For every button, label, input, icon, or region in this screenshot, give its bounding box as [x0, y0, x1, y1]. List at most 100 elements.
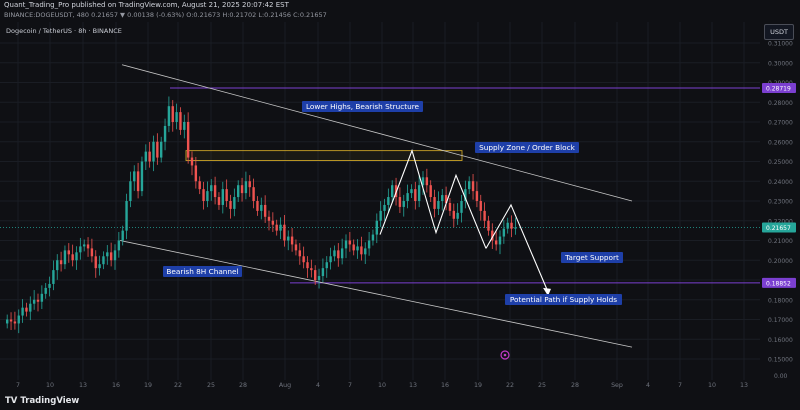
candle-body [421, 177, 425, 186]
candle-body [25, 307, 28, 312]
candle-body [48, 283, 51, 288]
candle-body [194, 165, 198, 182]
candle-body [514, 227, 517, 229]
candle-body [425, 177, 429, 186]
candle-body [375, 220, 378, 235]
candle-body [479, 201, 482, 211]
candle-body [140, 161, 144, 192]
publish-header: Quant_Trading_Pro published on TradingVi… [0, 0, 800, 22]
candlesticks [6, 96, 517, 334]
candle-body [494, 240, 498, 245]
time-tick: 13 [409, 382, 417, 389]
label-bearish-channel: Bearish 8H Channel [166, 267, 238, 276]
price-marker: 0.18852 [766, 280, 791, 287]
candle-body [502, 228, 506, 237]
path-arrow-head [543, 287, 551, 296]
candle-body [452, 210, 455, 219]
label-supply-zone: Supply Zone / Order Block [479, 143, 575, 152]
tradingview-logo[interactable]: 𝗧𝗩 TradingView [5, 396, 80, 406]
candle-body [221, 189, 224, 205]
candle-body [456, 212, 459, 219]
candle-body [310, 268, 313, 271]
label-potential-path: Potential Path if Supply Holds [510, 295, 617, 304]
time-tick: 10 [46, 382, 54, 389]
time-tick: Sep [611, 382, 623, 389]
candle-body [464, 189, 467, 201]
candle-body [460, 201, 463, 213]
candle-body [237, 185, 240, 198]
candle-body [102, 256, 105, 265]
candle-body [152, 141, 155, 162]
publish-info: Quant_Trading_Pro published on TradingVi… [4, 1, 289, 9]
price-tick: 0.28000 [768, 100, 793, 107]
candle-body [175, 112, 178, 122]
price-tick: 0.15000 [768, 357, 793, 364]
candle-body [71, 254, 74, 261]
time-axis[interactable]: 7 10 13 16 19 22 25 28 Aug 4 7 10 13 16 19 22 25 28 Sep 4 7 1… [16, 382, 748, 389]
candle-body [333, 250, 336, 257]
price-marker-bg [762, 222, 796, 233]
candle-body [163, 125, 167, 142]
candle-body [441, 195, 444, 201]
candle-body [136, 171, 140, 192]
candle-body [337, 250, 340, 259]
price-marker: 0.21657 [766, 225, 791, 232]
time-tick: 25 [207, 382, 215, 389]
pattern-lines [379, 148, 551, 296]
channel-lower-line [119, 240, 633, 348]
candle-body [325, 262, 328, 269]
candle-body [44, 287, 47, 294]
label-bearish-channel-bg [163, 266, 242, 277]
candle-body [379, 210, 382, 221]
candle-body [444, 195, 448, 203]
price-tick: 0.16000 [768, 337, 793, 344]
candle-body [202, 189, 205, 201]
symbol-label[interactable]: Dogecoin / TetherUS · 8h · BINANCE [6, 27, 122, 35]
bearish-structure-zigzag [379, 148, 487, 249]
annotation-labels: Lower Highs, Bearish Structure Supply Zon… [163, 101, 623, 305]
candle-body [294, 244, 298, 251]
candle-body [360, 246, 363, 255]
time-tick: 16 [112, 382, 120, 389]
price-marker-bg [762, 83, 796, 94]
candle-body [244, 181, 248, 194]
candle-body [267, 216, 271, 221]
time-tick: 19 [144, 382, 152, 389]
price-axis[interactable]: 0.310000.300000.290000.280000.270000.260… [760, 22, 800, 394]
candle-body [206, 191, 209, 201]
time-tick: 28 [239, 382, 247, 389]
candle-body [179, 112, 182, 130]
time-tick: 4 [646, 382, 650, 389]
time-tick: 19 [474, 382, 482, 389]
candle-body [498, 236, 502, 245]
price-marker: 0.28719 [766, 86, 791, 93]
candle-body [260, 204, 263, 211]
candle-body [13, 321, 17, 324]
candle-body [483, 210, 486, 221]
candle-body [271, 220, 275, 225]
candle-body [79, 246, 82, 253]
label-lower-highs-bg [302, 101, 423, 112]
time-tick: 10 [378, 382, 386, 389]
candle-body [90, 248, 94, 257]
bearish-channel [119, 64, 633, 348]
candle-body [133, 171, 136, 182]
candle-body [283, 224, 286, 241]
candle-body [6, 319, 9, 324]
candle-body [210, 185, 213, 192]
candle-body [160, 141, 163, 158]
candle-body [383, 204, 386, 211]
currency-button[interactable]: USDT [764, 24, 794, 40]
time-tick: 13 [740, 382, 748, 389]
ohlc-info: BINANCE:DOGEUSDT, 480 0.21657 ▼ 0.00138 … [4, 11, 327, 19]
candle-body [348, 240, 352, 245]
candle-body [198, 181, 201, 190]
candle-body [121, 230, 124, 241]
candle-body [406, 193, 409, 201]
candle-body [98, 264, 101, 269]
replay-icon-dot [503, 353, 507, 357]
candle-body [183, 122, 186, 130]
candle-body [83, 244, 86, 247]
candle-body [340, 248, 344, 259]
